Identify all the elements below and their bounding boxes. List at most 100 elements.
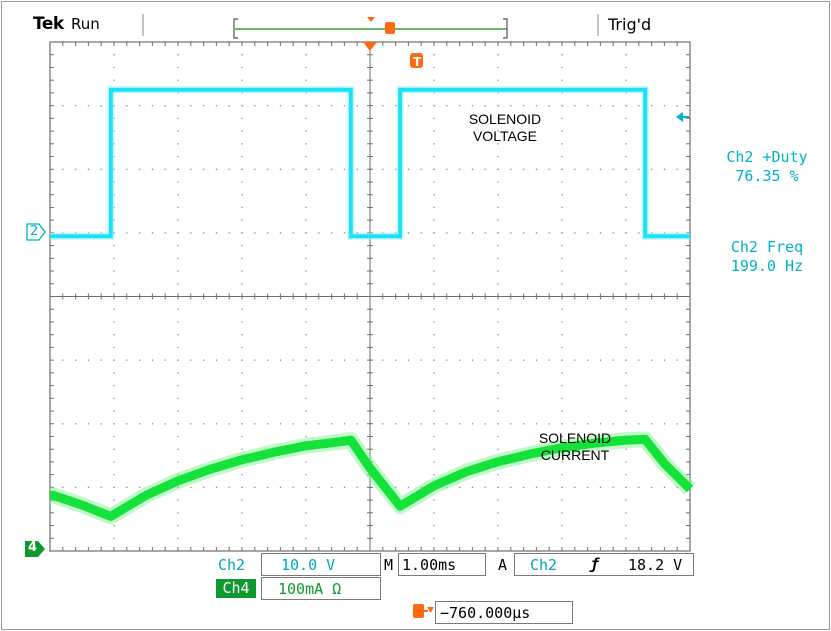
timebase-box (398, 553, 486, 576)
grid-dot (305, 206, 307, 209)
grid-dot (75, 359, 77, 361)
grid-dot (228, 423, 230, 425)
grid-dot (241, 245, 243, 247)
grid-dot (382, 168, 384, 170)
grid-dot (177, 79, 179, 81)
grid-dot (279, 232, 282, 234)
grid-dot (318, 359, 320, 361)
grid-dot (433, 435, 435, 438)
grid-dot (459, 168, 461, 170)
grid-dot (113, 435, 115, 438)
grid-dot (113, 524, 115, 527)
grid-dot (356, 168, 358, 170)
grid-dot (113, 423, 115, 425)
offset-arrow-icon (427, 607, 434, 613)
grid-dot (561, 435, 563, 438)
grid-dot (497, 524, 499, 527)
grid-dot (625, 143, 627, 145)
grid-dot (471, 105, 474, 107)
grid-dot (254, 232, 256, 234)
grid-dot (663, 486, 666, 489)
grid-dot (305, 423, 307, 425)
grid-dot (561, 105, 563, 107)
grid-dot (241, 117, 243, 120)
grid-dot (279, 423, 282, 425)
grid-dot (497, 117, 499, 120)
grid-dot (177, 435, 179, 438)
grid-dot (497, 423, 499, 425)
grid-dot (433, 168, 435, 170)
grid-dot (113, 308, 115, 310)
grid-dot (535, 423, 538, 425)
grid-dot (331, 423, 333, 425)
grid-dot (395, 105, 397, 107)
grid-dot (561, 474, 563, 476)
brand-logo: Tek (33, 14, 64, 34)
grid-dot (203, 168, 205, 170)
grid-dot (561, 143, 563, 145)
grid-dot (561, 346, 563, 349)
grid-dot (177, 372, 179, 374)
grid-dot (574, 486, 576, 489)
grid-dot (676, 105, 678, 107)
grid-dot (689, 168, 691, 170)
grid-dot (305, 232, 307, 234)
grid-dot (561, 117, 563, 120)
grid-dot (177, 359, 179, 361)
grid-dot (497, 486, 499, 489)
grid-dot (497, 66, 499, 69)
grid-dot (535, 359, 538, 361)
offset-trigger-icon (413, 604, 424, 618)
grid-dot (164, 359, 166, 361)
grid-dot (561, 219, 563, 221)
grid-dot (113, 270, 115, 272)
grid-dot (459, 359, 461, 361)
ch2-trace (50, 87, 690, 239)
grid-dot (561, 232, 563, 234)
grid-dot (177, 245, 179, 247)
grid-dot (241, 397, 243, 399)
current-annotation: SOLENOID CURRENT (510, 430, 640, 464)
grid-dot (420, 168, 422, 170)
grid-dot (651, 423, 653, 425)
grid-dot (523, 232, 525, 234)
grid-dot (241, 474, 243, 476)
grid-dot (177, 232, 179, 234)
grid-dot (177, 130, 179, 132)
grid-dot (433, 334, 435, 336)
grid-dot (254, 359, 256, 361)
grid-dot (292, 105, 294, 107)
grid-dot (587, 232, 589, 234)
grid-dot (305, 499, 307, 501)
grid-dot (241, 486, 243, 489)
grid-dot (497, 435, 499, 438)
grid-dot (574, 168, 576, 170)
grid-dot (356, 486, 358, 489)
grid-dot (471, 486, 474, 489)
grid-dot (510, 105, 512, 107)
trigger-source: Ch2 (530, 556, 558, 574)
grid-dot (407, 168, 410, 170)
grid-dot (561, 270, 563, 272)
grid-dot (663, 105, 666, 107)
grid-dot (113, 245, 115, 247)
grid-dot (395, 486, 397, 489)
grid-dot (241, 283, 243, 285)
grid-dot (305, 512, 307, 514)
grid-dot (433, 181, 435, 183)
grid-dot (100, 486, 102, 489)
grid-dot (433, 537, 435, 539)
grid-dot (663, 359, 666, 361)
grid-dot (62, 486, 64, 489)
grid-dot (497, 384, 499, 387)
grid-dot (497, 245, 499, 247)
grid-dot (177, 537, 179, 539)
grid-dot (305, 270, 307, 272)
grid-dot (625, 410, 627, 412)
grid-dot (459, 486, 461, 489)
grid-dot (126, 486, 128, 489)
grid-dot (267, 232, 269, 234)
grid-dot (126, 168, 128, 170)
grid-dot (305, 384, 307, 387)
grid-dot (228, 486, 230, 489)
